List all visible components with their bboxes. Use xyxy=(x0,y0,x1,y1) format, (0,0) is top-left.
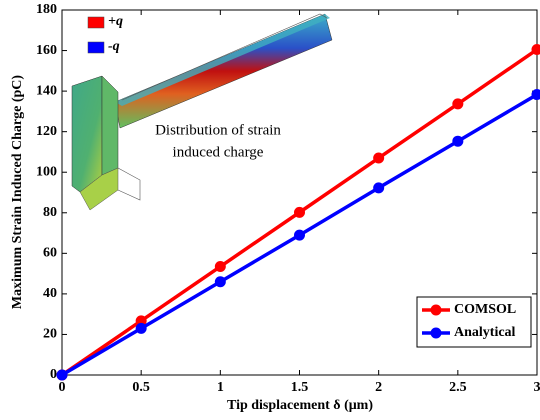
legend-label: COMSOL xyxy=(454,302,516,317)
x-tick-label: 2 xyxy=(375,380,382,395)
y-tick-label: 180 xyxy=(36,2,57,17)
marker xyxy=(214,261,226,273)
y-axis-label: Maximum Strain Induced Charge (pC) xyxy=(10,75,25,309)
inset-caption: Distribution of strain xyxy=(155,122,281,138)
x-tick-label: 0.5 xyxy=(132,380,150,395)
x-tick-label: 1.5 xyxy=(291,380,309,395)
marker xyxy=(56,369,68,381)
x-axis-label: Tip displacement δ (μm) xyxy=(227,398,373,413)
inset-legend-label: +q xyxy=(108,14,123,29)
x-tick-label: 1 xyxy=(217,380,224,395)
inset-legend-label: -q xyxy=(108,39,120,54)
legend-marker xyxy=(430,327,442,339)
marker xyxy=(452,135,464,147)
x-tick-label: 0 xyxy=(59,380,66,395)
x-tick-label: 2.5 xyxy=(449,380,467,395)
marker xyxy=(452,98,464,110)
inset-image xyxy=(71,13,333,211)
y-tick-label: 120 xyxy=(36,124,57,139)
marker xyxy=(294,206,305,218)
y-tick-label: 100 xyxy=(36,164,57,179)
y-tick-label: 160 xyxy=(36,43,57,58)
marker xyxy=(214,276,226,288)
marker xyxy=(531,89,540,101)
inset-caption: induced charge xyxy=(173,144,264,160)
inset-legend-swatch xyxy=(87,41,105,54)
y-tick-label: 0 xyxy=(50,367,57,382)
marker xyxy=(373,152,385,164)
legend-label: Analytical xyxy=(454,325,516,340)
y-tick-label: 40 xyxy=(43,286,57,301)
marker xyxy=(135,322,147,334)
y-tick-label: 60 xyxy=(43,246,57,261)
inset-legend-swatch xyxy=(87,16,105,29)
x-tick-label: 3 xyxy=(534,380,540,395)
legend-marker xyxy=(430,304,442,316)
marker xyxy=(531,44,540,56)
y-tick-label: 80 xyxy=(43,205,57,220)
marker xyxy=(373,182,385,194)
y-tick-label: 140 xyxy=(36,83,57,98)
y-tick-label: 20 xyxy=(43,327,57,342)
marker xyxy=(294,229,305,241)
